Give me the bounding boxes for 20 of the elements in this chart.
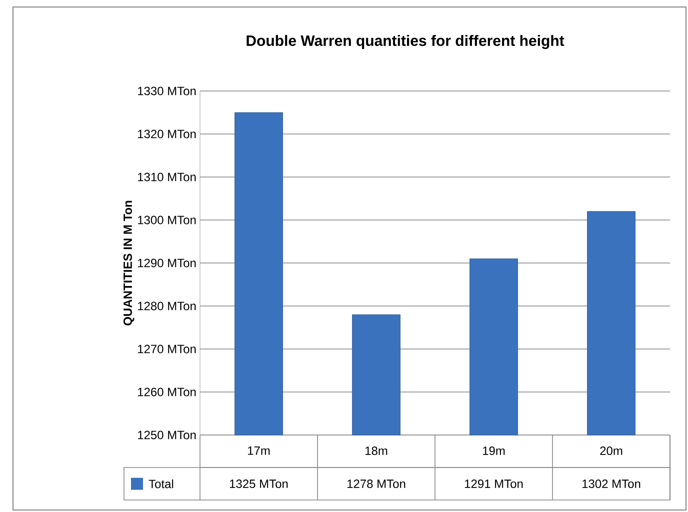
data-label: 1325 MTon	[230, 480, 288, 488]
data-label: 1291 MTon	[464, 480, 523, 488]
y-tick-label: 1270 MTon	[138, 344, 196, 354]
x-tick-label: 20m	[600, 446, 622, 456]
y-tick-label: 1290 MTon	[138, 258, 196, 268]
y-tick-label: 1250 MTon	[138, 430, 196, 440]
y-tick-label: 1330 MTon	[138, 86, 196, 96]
y-tick-label: 1260 MTon	[138, 388, 196, 396]
data-label: 1278 MTon	[347, 480, 406, 488]
y-tick-label: 1280 MTon	[138, 302, 196, 310]
x-tick-label: 19m	[482, 446, 505, 456]
chart-title: Double Warren quantities for different height	[246, 34, 564, 50]
y-tick-label: 1300 MTon	[138, 216, 196, 224]
x-tick-label: 17m	[248, 446, 270, 455]
data-label: 1302 MTon	[582, 480, 640, 488]
y-tick-label: 1310 MTon	[138, 172, 196, 182]
y-axis-title: QUANTITIES IN M Ton	[123, 200, 134, 326]
y-tick-label: 1320 MTon	[138, 130, 196, 138]
x-tick-label: 18m	[365, 446, 388, 456]
legend-label: Total	[148, 479, 174, 488]
